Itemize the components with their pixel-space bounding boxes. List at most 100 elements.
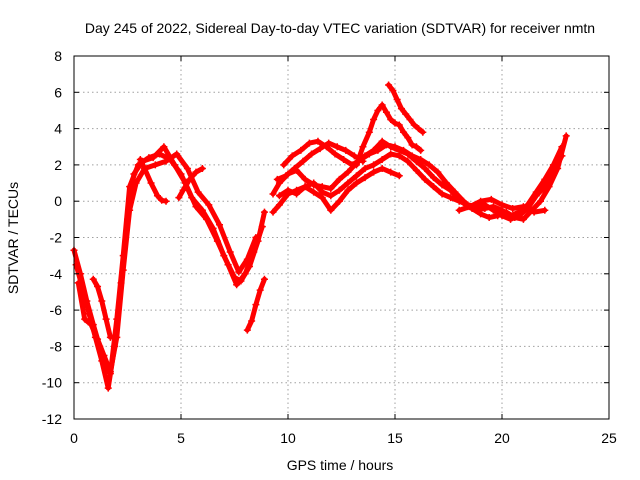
data-point xyxy=(408,141,416,149)
data-point xyxy=(421,175,429,183)
data-point xyxy=(404,134,412,142)
data-point xyxy=(81,315,89,323)
data-point xyxy=(335,175,343,183)
data-point xyxy=(509,204,517,212)
y-tick-label: 2 xyxy=(54,157,62,173)
x-tick-label: 10 xyxy=(280,430,296,446)
data-point xyxy=(554,165,562,173)
data-point xyxy=(393,96,401,104)
data-point xyxy=(151,161,159,169)
data-point xyxy=(359,143,367,151)
data-point xyxy=(344,186,352,194)
data-point xyxy=(447,194,455,202)
series-arc-15 xyxy=(455,195,549,216)
data-point xyxy=(192,168,200,176)
data-point xyxy=(382,108,390,116)
data-point xyxy=(275,201,283,209)
data-point xyxy=(282,172,290,180)
data-point xyxy=(310,179,318,187)
data-point xyxy=(430,183,438,191)
data-point xyxy=(530,208,538,216)
data-point xyxy=(352,172,360,180)
data-series xyxy=(70,81,570,392)
data-point xyxy=(378,101,386,109)
grid xyxy=(74,56,609,419)
data-point xyxy=(397,105,405,113)
data-point xyxy=(260,275,268,283)
data-point xyxy=(158,196,166,204)
data-point xyxy=(466,203,474,211)
data-point xyxy=(104,384,112,392)
data-point xyxy=(519,215,527,223)
y-axis-label: SDTVAR / TECUs xyxy=(5,182,21,294)
data-point xyxy=(252,234,260,241)
x-axis-label: GPS time / hours xyxy=(287,457,394,473)
data-point xyxy=(404,157,412,165)
data-point xyxy=(179,186,187,194)
data-point xyxy=(305,139,313,147)
data-point xyxy=(106,333,114,341)
data-point xyxy=(425,161,433,169)
data-point xyxy=(243,255,251,263)
data-point xyxy=(519,203,527,211)
x-tick-label: 20 xyxy=(494,430,510,446)
data-point xyxy=(141,165,149,173)
data-point xyxy=(494,212,502,220)
series-line xyxy=(75,151,259,375)
data-point xyxy=(387,116,395,124)
data-point xyxy=(395,152,403,160)
data-point xyxy=(391,143,399,151)
y-tick-label: -4 xyxy=(50,266,63,282)
data-point xyxy=(352,179,360,187)
data-point xyxy=(408,152,416,160)
data-point xyxy=(342,146,350,154)
data-point xyxy=(477,210,485,218)
data-point xyxy=(252,301,260,309)
data-point xyxy=(352,161,360,169)
data-point xyxy=(365,150,373,158)
data-point xyxy=(136,155,144,163)
data-point xyxy=(335,197,343,205)
data-point xyxy=(160,143,168,151)
data-point xyxy=(213,237,221,245)
data-point xyxy=(318,194,326,202)
data-point xyxy=(269,190,277,198)
data-point xyxy=(400,146,408,154)
data-point xyxy=(102,315,110,323)
data-point xyxy=(502,208,510,216)
data-point xyxy=(183,165,191,173)
y-tick-label: -12 xyxy=(42,411,62,427)
data-point xyxy=(438,181,446,189)
data-point xyxy=(335,186,343,194)
data-point xyxy=(451,188,459,196)
data-point xyxy=(153,192,161,200)
data-point xyxy=(162,157,170,165)
series-line xyxy=(281,133,569,222)
data-point xyxy=(198,165,206,173)
data-point xyxy=(258,223,266,231)
data-point xyxy=(395,172,403,180)
data-point xyxy=(314,137,322,145)
data-point xyxy=(256,286,264,294)
data-point xyxy=(85,310,93,318)
data-point xyxy=(325,139,333,147)
series-arc-7 xyxy=(243,275,268,334)
data-point xyxy=(374,146,382,154)
x-tick-label: 0 xyxy=(70,430,78,446)
data-point xyxy=(205,201,213,209)
y-tick-label: 6 xyxy=(54,84,62,100)
data-point xyxy=(94,283,102,291)
data-point xyxy=(485,214,493,222)
data-point xyxy=(412,143,420,151)
series-arc-14 xyxy=(385,81,427,136)
data-point xyxy=(94,335,102,343)
data-point xyxy=(241,270,249,278)
data-point xyxy=(498,201,506,209)
data-point xyxy=(87,321,95,329)
data-point xyxy=(224,261,232,269)
data-point xyxy=(243,326,251,334)
series-arc-5 xyxy=(136,155,170,205)
data-point xyxy=(89,275,97,283)
data-point xyxy=(113,333,121,341)
